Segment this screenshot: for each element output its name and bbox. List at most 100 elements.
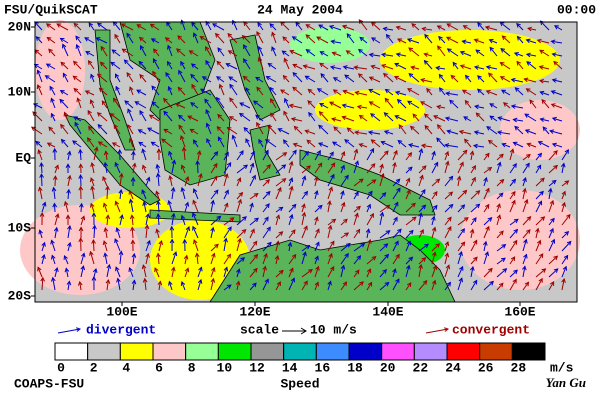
- wind-arrow: [90, 177, 95, 187]
- wind-arrow: [489, 115, 498, 122]
- wind-arrow-head: [330, 39, 336, 45]
- wind-arrow: [97, 22, 108, 31]
- wind-arrow: [457, 251, 463, 265]
- wind-arrow-head: [540, 177, 545, 183]
- wind-arrow-head: [486, 126, 492, 131]
- wind-arrow: [470, 151, 474, 161]
- wind-arrow: [280, 21, 290, 31]
- wind-arrow: [319, 111, 329, 122]
- wind-arrow: [236, 281, 240, 291]
- wind-arrow-head: [459, 50, 465, 56]
- wind-arrow: [535, 177, 545, 187]
- wind-arrow-head: [437, 45, 442, 51]
- wind-arrow-head: [192, 199, 197, 205]
- wind-arrow: [306, 139, 316, 148]
- wind-arrow-head: [502, 268, 508, 273]
- wind-arrow-head: [318, 24, 324, 29]
- wind-arrow-head: [77, 280, 83, 286]
- wind-arrow: [412, 113, 420, 122]
- wind-arrow: [561, 231, 569, 239]
- wind-arrow: [470, 266, 474, 278]
- wind-arrow-head: [525, 162, 530, 168]
- wind-arrow-head: [433, 191, 438, 196]
- wind-arrow-head: [128, 189, 133, 195]
- wind-arrow: [509, 269, 518, 278]
- wind-arrow-head: [381, 192, 387, 197]
- wind-arrow-head: [90, 185, 95, 191]
- wind-arrow: [147, 127, 160, 135]
- wind-arrow: [340, 165, 345, 174]
- wind-arrow: [418, 280, 428, 291]
- wind-arrow: [142, 165, 147, 174]
- wind-arrow: [256, 122, 264, 135]
- wind-arrow: [139, 37, 147, 44]
- wind-arrow: [392, 217, 398, 226]
- wind-arrow: [353, 255, 361, 265]
- wind-arrow: [496, 203, 501, 213]
- wind-arrow-head: [554, 25, 559, 30]
- wind-arrow-head: [475, 49, 481, 54]
- wind-arrow: [183, 147, 186, 161]
- wind-arrow: [371, 37, 381, 44]
- wind-arrow: [255, 114, 264, 122]
- wind-arrow-head: [328, 252, 333, 258]
- wind-arrow: [379, 150, 389, 161]
- wind-arrow-head: [304, 150, 309, 156]
- wind-arrow: [342, 116, 355, 122]
- wind-arrow-head: [302, 64, 308, 69]
- wind-arrow: [163, 129, 173, 135]
- wind-arrow: [489, 47, 498, 57]
- wind-arrow-head: [527, 26, 533, 32]
- wind-arrow: [470, 280, 478, 291]
- wind-arrow-head: [278, 269, 284, 275]
- wind-arrow-head: [280, 89, 285, 94]
- wind-arrow: [168, 200, 173, 213]
- wind-arrow-head: [419, 228, 424, 234]
- wind-arrow: [333, 126, 342, 135]
- wind-arrow: [561, 255, 569, 265]
- wind-arrow-head: [63, 200, 69, 206]
- wind-arrow: [370, 113, 381, 122]
- wind-arrow-head: [485, 89, 491, 95]
- wind-arrow-head: [550, 39, 556, 45]
- date: 24 May 2004: [257, 2, 343, 17]
- wind-arrow-head: [357, 73, 363, 78]
- wind-arrow: [436, 67, 446, 70]
- wind-arrow: [513, 142, 524, 148]
- wind-arrow-head: [59, 37, 65, 43]
- wind-arrow-head: [151, 101, 157, 106]
- lon-label: 140E: [372, 304, 403, 319]
- divergent-arrow-head: [76, 327, 82, 332]
- wind-arrow-head: [51, 186, 57, 192]
- wind-arrow: [126, 33, 134, 44]
- wind-arrow: [405, 189, 411, 200]
- wind-arrow: [206, 123, 212, 135]
- wind-arrow-head: [380, 172, 385, 178]
- wind-arrow: [371, 139, 381, 148]
- wind-arrow-head: [292, 149, 297, 155]
- wind-arrow: [85, 90, 95, 96]
- wind-arrow-head: [264, 278, 269, 284]
- wind-arrow: [327, 174, 335, 187]
- wind-arrow: [549, 130, 563, 135]
- wind-arrow-head: [252, 282, 257, 288]
- wind-arrow-head: [538, 277, 543, 283]
- wind-arrow-head: [289, 49, 295, 55]
- wind-arrow-head: [67, 241, 72, 247]
- wind-arrow-head: [497, 161, 502, 167]
- wind-arrow-head: [226, 126, 232, 132]
- wind-arrow-head: [410, 65, 416, 71]
- wind-arrow: [353, 149, 358, 161]
- wind-arrow-head: [514, 125, 520, 131]
- wind-arrow: [314, 190, 318, 200]
- colorbar-box: [185, 342, 219, 361]
- wind-arrow-head: [255, 76, 261, 82]
- wind-arrow-head: [317, 162, 323, 168]
- wind-arrow-head: [383, 112, 389, 117]
- wind-arrow: [245, 138, 251, 148]
- wind-arrow: [462, 89, 472, 96]
- wind-arrow-head: [217, 136, 223, 142]
- wind-arrow: [301, 245, 310, 252]
- wind-arrow-head: [168, 150, 173, 156]
- wind-arrow: [529, 99, 537, 109]
